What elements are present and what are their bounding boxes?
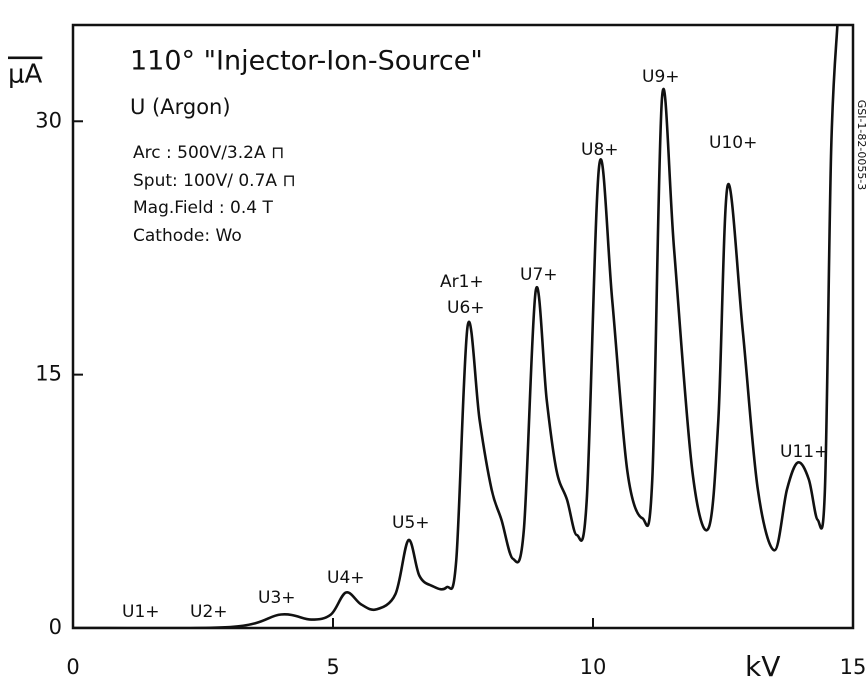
note: Arc : 500V/3.2A ⊓ [133,143,284,163]
y-tick-label: 30 [35,108,62,132]
peak-label: Ar1+ [440,272,484,292]
peak-label: U7+ [520,265,558,285]
chart-title: 110° "Injector-Ion-Source" [130,46,483,77]
peak-label: U1+ [122,602,160,622]
x-tick-label: 10 [580,655,607,679]
y-tick-label: 15 [35,362,62,386]
peak-label: U5+ [392,513,430,533]
note: Cathode: Wo [133,226,242,246]
peak-label: U3+ [258,588,296,608]
peak-label: U2+ [190,602,228,622]
chart-subtitle: U (Argon) [130,95,231,119]
peak-label: U11+ [780,442,828,462]
plot-frame [71,23,855,630]
y-axis-label: μA [8,60,43,90]
y-tick-label: 0 [49,615,62,639]
x-tick-label: 0 [66,655,79,679]
peak-label: U9+ [642,67,680,87]
x-tick-label: 5 [326,655,339,679]
peak-label: U8+ [581,140,619,160]
note: Sput: 100V/ 0.7A ⊓ [133,171,296,191]
spectrum-line [73,25,839,628]
peak-label: U4+ [327,568,365,588]
peak-label: U6+ [447,298,485,318]
side-text: GSI-1-82-0055-3 [855,100,867,191]
peak-label: U10+ [709,133,757,153]
x-tick-label: 15 [840,655,867,679]
x-axis-label: kV [745,650,780,683]
note: Mag.Field : 0.4 T [133,198,273,218]
